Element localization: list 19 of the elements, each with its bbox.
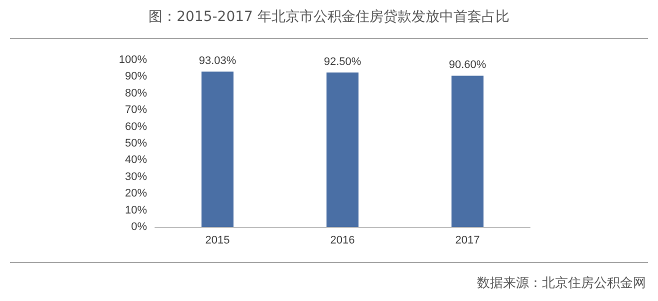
y-tick-label: 70%: [124, 104, 148, 116]
data-label: 90.60%: [448, 59, 486, 72]
y-tick-label: 60%: [124, 120, 148, 133]
y-tick-label: 50%: [124, 138, 148, 150]
y-tick-label: 0%: [131, 221, 148, 233]
y-tick-label: 80%: [124, 87, 148, 100]
y-tick-label: 20%: [124, 188, 148, 200]
x-tick-label: 2016: [330, 234, 355, 246]
x-tick-label: 2017: [455, 234, 480, 246]
x-tick-label: 2015: [205, 234, 230, 246]
y-tick-label: 100%: [118, 54, 148, 66]
y-tick-label: 90%: [124, 70, 148, 83]
chart-title: 图：2015-2017 年北京市公积金住房贷款发放中首套占比: [148, 8, 510, 26]
y-tick-label: 30%: [124, 170, 148, 183]
data-label: 93.03%: [198, 55, 236, 68]
y-tick-label: 40%: [124, 154, 148, 166]
data-label: 92.50%: [324, 56, 362, 68]
source-note: 数据来源：北京住房公积金网: [477, 275, 646, 292]
y-tick-label: 10%: [124, 204, 148, 216]
